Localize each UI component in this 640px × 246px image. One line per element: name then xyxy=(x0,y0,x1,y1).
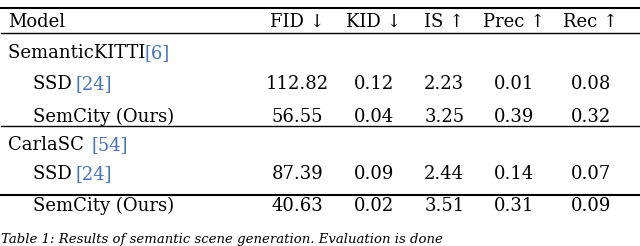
Text: [6]: [6] xyxy=(145,44,170,62)
Text: 0.07: 0.07 xyxy=(571,165,611,183)
Text: 0.32: 0.32 xyxy=(571,108,611,126)
Text: FID ↓: FID ↓ xyxy=(270,13,325,31)
Text: SemCity (Ours): SemCity (Ours) xyxy=(33,197,174,215)
Text: 0.01: 0.01 xyxy=(494,75,534,93)
Text: SSD: SSD xyxy=(33,75,77,93)
Text: KID ↓: KID ↓ xyxy=(346,13,402,31)
Text: 3.25: 3.25 xyxy=(424,108,465,126)
Text: 56.55: 56.55 xyxy=(272,108,323,126)
Text: 40.63: 40.63 xyxy=(272,197,324,215)
Text: Table 1: Results of semantic scene generation. Evaluation is done: Table 1: Results of semantic scene gener… xyxy=(1,233,444,246)
Text: IS ↑: IS ↑ xyxy=(424,13,465,31)
Text: 0.02: 0.02 xyxy=(354,197,394,215)
Text: 0.08: 0.08 xyxy=(571,75,611,93)
Text: 0.09: 0.09 xyxy=(354,165,394,183)
Text: 2.23: 2.23 xyxy=(424,75,465,93)
Text: 112.82: 112.82 xyxy=(266,75,329,93)
Text: 0.09: 0.09 xyxy=(571,197,611,215)
Text: Prec ↑: Prec ↑ xyxy=(483,13,545,31)
Text: 0.39: 0.39 xyxy=(494,108,534,126)
Text: 2.44: 2.44 xyxy=(424,165,464,183)
Text: 0.04: 0.04 xyxy=(354,108,394,126)
Text: 87.39: 87.39 xyxy=(272,165,324,183)
Text: SSD: SSD xyxy=(33,165,77,183)
Text: [24]: [24] xyxy=(76,165,112,183)
Text: 0.31: 0.31 xyxy=(494,197,534,215)
Text: [24]: [24] xyxy=(76,75,112,93)
Text: CarlaSC: CarlaSC xyxy=(8,136,90,154)
Text: SemCity (Ours): SemCity (Ours) xyxy=(33,108,174,126)
Text: SemanticKITTI: SemanticKITTI xyxy=(8,44,151,62)
Text: 0.12: 0.12 xyxy=(354,75,394,93)
Text: [54]: [54] xyxy=(92,136,129,154)
Text: Rec ↑: Rec ↑ xyxy=(563,13,618,31)
Text: 3.51: 3.51 xyxy=(424,197,465,215)
Text: Model: Model xyxy=(8,13,65,31)
Text: 0.14: 0.14 xyxy=(494,165,534,183)
